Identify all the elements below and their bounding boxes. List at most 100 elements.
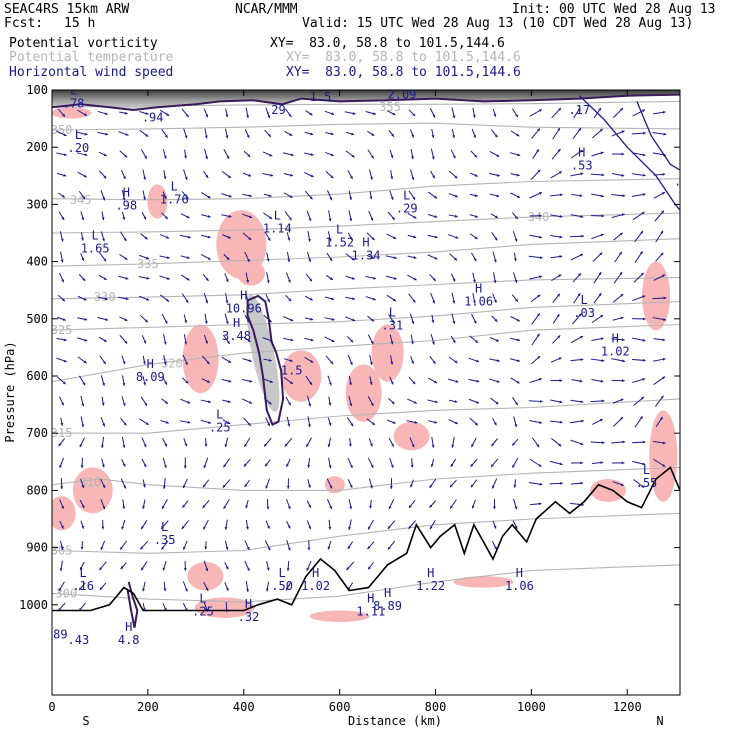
wind-arrowhead	[146, 276, 150, 280]
wind-arrowhead	[391, 133, 395, 137]
wind-arrowhead	[661, 210, 664, 214]
wind-arrowhead	[598, 272, 602, 276]
extremum-marker: L	[643, 463, 650, 477]
isentrope-label: 325	[51, 323, 73, 337]
wind-arrowhead	[493, 525, 497, 529]
wind-arrowhead	[308, 526, 311, 529]
y-tick-label: 400	[26, 255, 48, 269]
wind-arrowhead	[601, 399, 605, 403]
extremum-marker: H	[233, 316, 240, 330]
model-title: SEAC4RS 15km ARW	[4, 2, 130, 17]
wind-arrowhead	[352, 112, 356, 115]
wind-arrowhead	[308, 403, 312, 407]
wind-arrowhead	[207, 215, 211, 218]
x-tick-label: 800	[425, 700, 447, 714]
wind-arrowhead	[205, 277, 209, 281]
wind-arrowhead	[309, 196, 313, 200]
wind-arrowhead	[83, 297, 87, 301]
wind-arrowhead	[390, 381, 394, 385]
wind-arrowhead	[225, 278, 229, 282]
wind-arrowhead	[580, 461, 583, 465]
extremum-marker: L	[171, 180, 178, 194]
wind-arrowhead	[369, 505, 373, 509]
wind-speed-label: .29	[264, 103, 286, 117]
wind-arrowhead	[494, 237, 498, 241]
extremum-marker: H	[240, 288, 247, 302]
wind-arrowhead	[331, 112, 335, 115]
wind-arrowhead	[327, 546, 331, 550]
wind-arrowhead	[432, 114, 436, 118]
wind-arrowhead	[289, 195, 293, 198]
wind-arrowhead	[205, 568, 209, 572]
wind-arrowhead	[514, 238, 518, 242]
wind-arrowhead	[224, 444, 228, 448]
wind-arrowhead	[143, 216, 147, 220]
wind-arrowhead	[62, 381, 66, 385]
wind-arrowhead	[268, 358, 272, 362]
wind-arrowhead	[642, 358, 646, 362]
wind-arrowhead	[81, 217, 85, 221]
wind-arrowhead	[413, 256, 417, 259]
extremum-marker: L	[92, 228, 99, 242]
wind-arrowhead	[143, 382, 147, 386]
wind-arrowhead	[184, 341, 188, 345]
wind-arrowhead	[328, 382, 332, 386]
wind-arrowhead	[123, 176, 126, 180]
wind-arrowhead	[434, 235, 438, 239]
isentrope-line	[52, 564, 680, 603]
wind-arrowhead	[186, 277, 190, 281]
wind-arrowhead	[161, 546, 165, 550]
wind-arrowhead	[537, 356, 541, 359]
extremum-marker: H	[427, 566, 434, 580]
wind-arrowhead	[142, 588, 145, 592]
wind-arrowhead	[288, 402, 291, 406]
wind-arrowhead	[166, 113, 170, 116]
wind-arrowhead	[389, 486, 393, 489]
wind-arrowhead	[640, 272, 644, 276]
extremum-marker: H	[384, 586, 391, 600]
wind-arrowhead	[371, 422, 375, 425]
wind-arrowhead	[120, 566, 124, 570]
extremum-marker: H	[516, 566, 523, 580]
extremum-marker: H	[612, 331, 619, 345]
extremum-marker: H	[125, 620, 132, 634]
wind-arrowhead	[641, 212, 645, 215]
wind-arrowhead	[346, 567, 350, 571]
wind-arrowhead	[391, 401, 395, 404]
wind-arrowhead	[388, 506, 392, 510]
wind-arrowhead	[328, 238, 332, 242]
wind-arrowhead	[61, 298, 65, 302]
wind-arrowhead	[581, 234, 584, 238]
wind-arrowhead	[580, 215, 584, 218]
pv-shading-blob	[72, 467, 113, 514]
wind-arrowhead	[162, 486, 166, 489]
isentrope-label: 330	[94, 290, 116, 304]
isentrope-line	[52, 301, 680, 331]
wind-arrowhead	[328, 526, 332, 530]
wind-arrowhead	[432, 360, 436, 364]
wind-arrowhead	[621, 130, 625, 134]
extremum-marker: L	[581, 293, 588, 307]
wind-arrowhead	[141, 567, 144, 571]
extremum-marker: L	[403, 188, 410, 202]
wind-arrowhead	[393, 276, 397, 280]
wind-arrowhead	[59, 465, 62, 468]
wind-arrowhead	[662, 464, 666, 467]
extremum-marker: H	[367, 592, 374, 606]
wind-arrowhead	[577, 107, 581, 111]
wind-arrowhead	[288, 298, 292, 302]
wind-arrowhead	[225, 321, 229, 325]
wind-arrowhead	[347, 545, 351, 549]
x-tick-label: 200	[137, 700, 159, 714]
wind-arrowhead	[352, 297, 356, 301]
wind-arrowhead	[267, 423, 270, 427]
wind-arrowhead	[620, 316, 624, 320]
wind-arrowhead	[452, 321, 456, 324]
extremum-value: .55	[636, 476, 658, 490]
extremum-value: .25	[209, 420, 231, 434]
wind-arrowhead	[225, 114, 229, 118]
wind-arrowhead	[450, 463, 454, 467]
wind-arrowhead	[538, 378, 542, 381]
wind-arrowhead	[391, 443, 394, 447]
wind-arrowhead	[516, 173, 520, 177]
